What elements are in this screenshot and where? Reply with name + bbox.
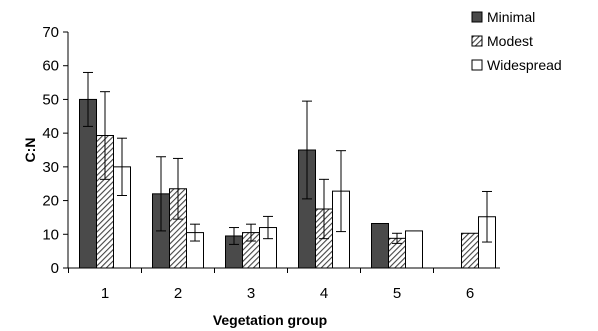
y-tick-label: 20 <box>42 193 59 210</box>
x-tick-label: 1 <box>101 285 109 302</box>
bar-minimal-5 <box>371 222 389 269</box>
x-tick-label: 4 <box>320 285 328 302</box>
x-axis-title: Vegetation group <box>213 312 327 328</box>
y-tick-label: 10 <box>42 226 59 243</box>
bar-widespread-5 <box>405 230 423 269</box>
x-tick-label: 3 <box>247 285 255 302</box>
legend-label-minimal: Minimal <box>487 9 535 25</box>
legend-swatch-modest <box>471 35 483 47</box>
legend-swatch-minimal <box>471 11 483 23</box>
y-tick-label: 60 <box>42 58 59 75</box>
y-tick-label: 40 <box>42 125 59 142</box>
legend-label-modest: Modest <box>487 33 533 49</box>
y-tick-label: 70 <box>42 24 59 41</box>
y-tick-label: 30 <box>42 159 59 176</box>
bar-modest-6 <box>461 232 479 269</box>
legend-swatch-widespread <box>471 59 483 71</box>
legend: Minimal Modest Widespread <box>471 9 562 73</box>
x-tick-label: 2 <box>174 285 182 302</box>
y-tick-label: 0 <box>51 260 59 277</box>
x-tick-label: 5 <box>393 285 401 302</box>
plot-area: 0 10 20 30 40 50 60 70 1 2 3 4 5 6 <box>42 24 500 302</box>
legend-label-widespread: Widespread <box>487 57 562 73</box>
y-tick-label: 50 <box>42 91 59 108</box>
y-axis-title: C:N <box>22 138 38 163</box>
x-tick-label: 6 <box>466 285 474 302</box>
